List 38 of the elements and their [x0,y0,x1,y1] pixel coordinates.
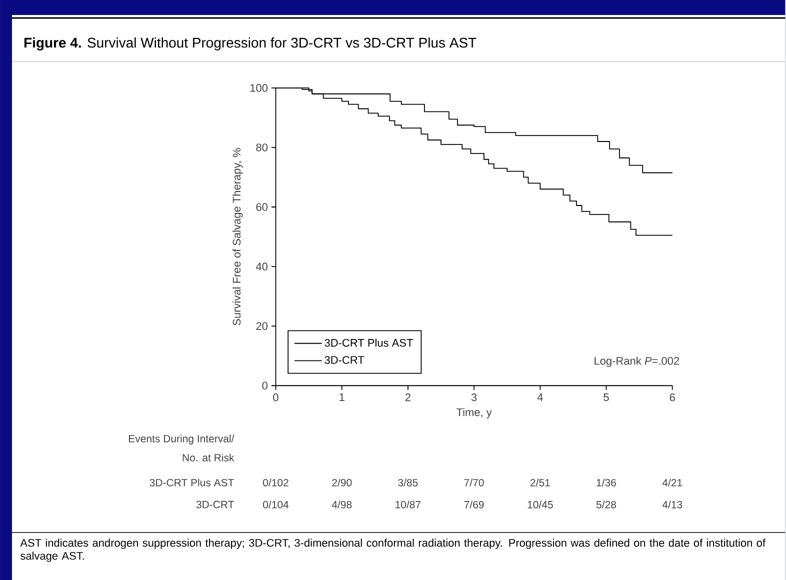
text: 3D-CRT [196,500,234,508]
y-tick-label: 60 [256,202,268,211]
y-axis-title: Survival Free of Salvage Therapy, % [232,148,243,326]
y-tick-label: 100 [250,84,268,92]
text: 0/104 [263,500,289,508]
x-tick-label: 4 [537,393,543,401]
text: 2/90 [332,478,352,486]
text: 3/85 [398,478,418,486]
y-tick-label: 20 [256,322,268,330]
text: 10/45 [528,500,553,508]
y-tick-label: 80 [256,143,268,152]
x-axis-title: Time, y [456,408,492,418]
annotation: Log-Rank P=.002 [594,356,680,367]
x-tick-label: 1 [340,393,344,401]
text: 0/102 [263,478,288,486]
text: 2/51 [530,478,550,486]
legend-label: 3D-CRT Plus AST [324,338,413,347]
x-tick-label: 2 [405,393,410,401]
text: 4/21 [662,478,682,486]
x-tick-label: 3 [471,393,477,401]
text: 7/69 [464,500,484,508]
text: 1/36 [596,478,616,486]
y-tick-label: 40 [256,262,268,270]
x-tick-label: 5 [604,393,609,401]
text: 5/28 [596,500,616,508]
legend-label: 3D-CRT [324,356,364,364]
text: AST indicates androgen suppression therapy; 3D-CRT, 3-dimensional conformal radiation therapy. Progression was defined on the date of institution of salvage AST. [20,538,766,562]
chart-title: Figure 4. Survival Without Progression for 3D-CRT vs 3D-CRT Plus AST [24,37,476,50]
x-tick-label: 0 [273,393,278,401]
y-tick-label: 0 [262,382,268,390]
x-tick-label: 6 [670,393,675,401]
text: No. at Risk [182,453,234,462]
text: 3D-CRT Plus AST [150,478,234,486]
text: 10/87 [396,500,420,508]
text: Events During Interval/ [128,434,234,444]
text: 4/98 [332,500,352,508]
text: 4/13 [662,500,682,508]
text: 7/70 [464,478,484,486]
